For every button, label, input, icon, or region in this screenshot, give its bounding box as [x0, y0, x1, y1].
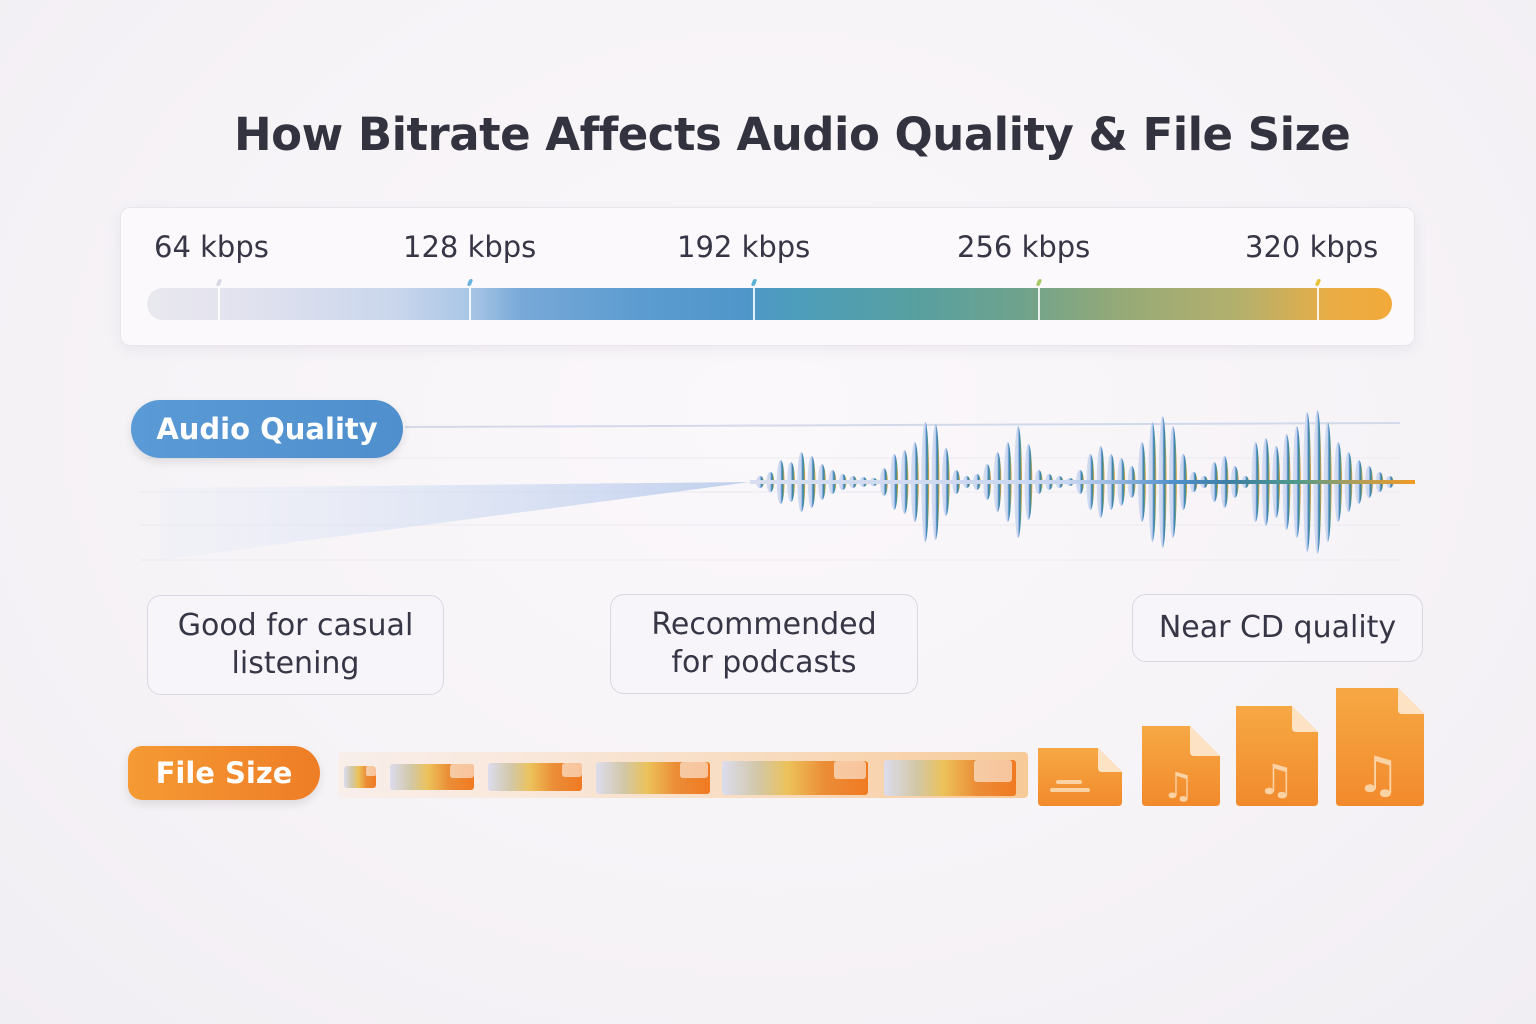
- bitrate-gradient-bar: [147, 288, 1392, 320]
- caption-text: Good for casual: [177, 608, 414, 643]
- scale-divider: [469, 288, 471, 320]
- tick-mark: [215, 279, 223, 286]
- file-size-progression: ♫ ♫ ♫: [330, 680, 1440, 820]
- music-file-icon: ♫: [1236, 706, 1318, 806]
- caption-text: Near CD quality: [1158, 610, 1397, 645]
- music-file-icon: ♫: [1336, 688, 1424, 806]
- caption-text: listening: [231, 646, 360, 681]
- caption-casual-listening: Good for casual listening: [147, 595, 444, 695]
- tick-mark: [466, 279, 474, 286]
- tick-mark: [1314, 279, 1322, 286]
- caption-near-cd: Near CD quality: [1132, 594, 1423, 662]
- tick-label-4: 320 kbps: [1245, 230, 1379, 264]
- svg-text:♫: ♫: [1257, 755, 1295, 804]
- tick-mark: [1035, 279, 1043, 286]
- music-file-icon: ♫: [1142, 726, 1220, 807]
- caption-text: Recommended: [651, 607, 877, 642]
- document-icon: [1038, 748, 1122, 806]
- tick-label-3: 256 kbps: [957, 230, 1091, 264]
- file-size-label: File Size: [128, 746, 320, 800]
- scale-divider: [1038, 288, 1040, 320]
- tick-label-0: 64 kbps: [154, 230, 269, 264]
- tick-label-1: 128 kbps: [403, 230, 537, 264]
- bitrate-scale-card: 64 kbps 128 kbps 192 kbps 256 kbps 320 kbps: [120, 207, 1415, 346]
- scale-divider: [753, 288, 755, 320]
- scale-divider: [218, 288, 220, 320]
- caption-text: for podcasts: [671, 645, 857, 680]
- page-title: How Bitrate Affects Audio Quality & File…: [234, 108, 1351, 161]
- audio-waveform: [140, 410, 1430, 580]
- svg-text:♫: ♫: [1356, 746, 1401, 804]
- tick-label-2: 192 kbps: [677, 230, 811, 264]
- svg-text:♫: ♫: [1162, 766, 1194, 807]
- tick-mark: [750, 279, 758, 286]
- audio-quality-label: Audio Quality: [131, 400, 403, 458]
- scale-divider: [1317, 288, 1319, 320]
- caption-podcasts: Recommended for podcasts: [610, 594, 918, 694]
